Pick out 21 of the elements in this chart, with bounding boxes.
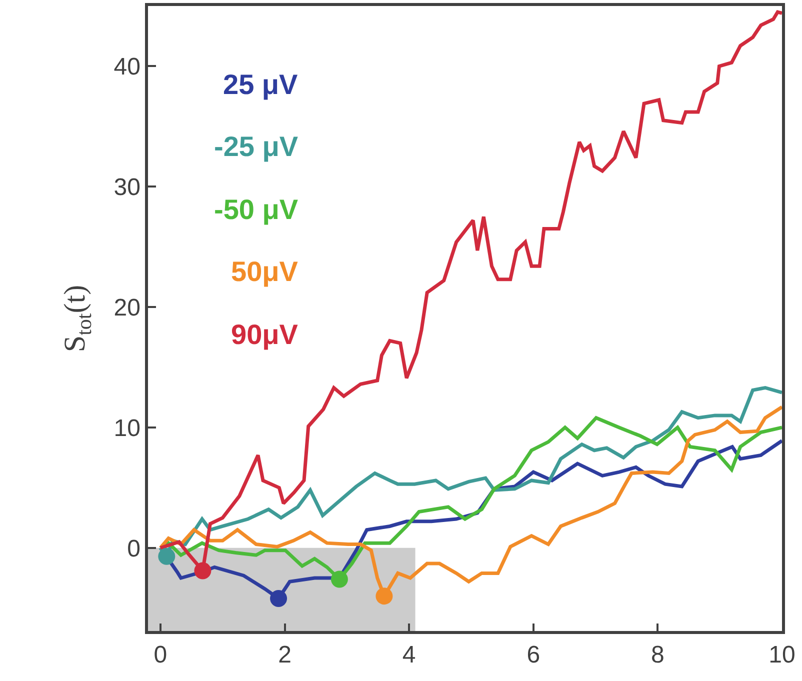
text: -50 μV	[214, 194, 298, 225]
x-tick-label: 0	[154, 642, 168, 669]
point	[330, 570, 348, 588]
x-tick-label: 2	[278, 642, 292, 669]
x-tick-label: 6	[526, 642, 540, 669]
text: 25 μV	[223, 69, 298, 100]
x-tick-label: 4	[402, 642, 416, 669]
text: -25 μV	[214, 131, 298, 162]
y-tick-label: 30	[114, 174, 140, 202]
point	[376, 588, 393, 605]
y-tick-label: 20	[114, 294, 140, 322]
point	[194, 562, 212, 580]
point	[270, 590, 288, 607]
y-tick-label: 10	[114, 414, 140, 442]
y-tick-label: 40	[114, 54, 140, 81]
text: 50μV	[231, 256, 298, 287]
x-tick-label: 8	[651, 642, 664, 669]
series-label: 90μV	[231, 319, 298, 350]
point	[158, 548, 176, 565]
x-tick-label: 10	[768, 642, 796, 669]
y-tick-label: 0	[127, 535, 140, 562]
